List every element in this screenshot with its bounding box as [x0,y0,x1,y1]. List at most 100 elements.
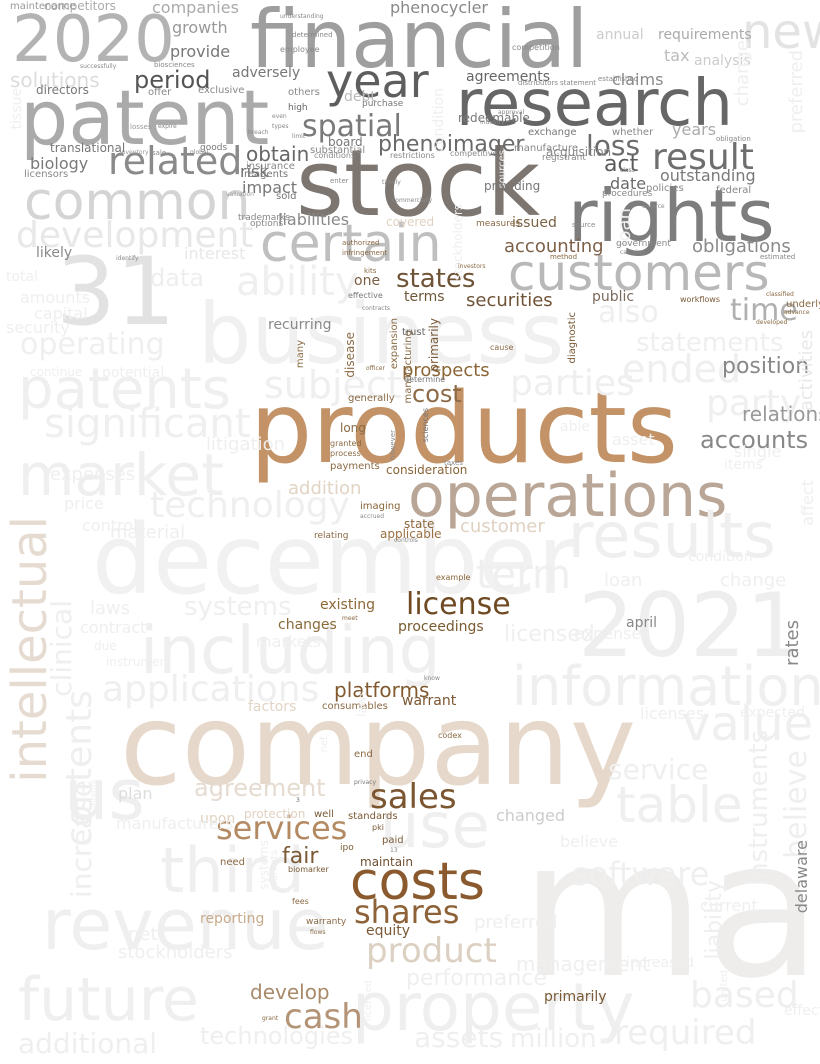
word-analysis: analysis [694,53,751,69]
word-31: 31 [56,238,176,347]
word-value: value [682,696,814,752]
word-including: including [140,612,441,689]
word-property: property [352,969,635,1046]
word-affect: continue [30,365,83,379]
word-service: service [608,753,709,786]
word-business: business [198,285,565,383]
word-software: software [572,855,710,893]
word-plan: maintenance [10,1,76,12]
word-proprietary: licenses [640,704,705,723]
word-impact: impact [242,178,298,197]
word-fees: fees [292,897,309,906]
word-officer: however [389,430,397,461]
word-upon: upon [200,811,236,827]
word-measures: net [319,736,330,753]
word-granted: granted [330,439,362,448]
word-directors: directors [36,83,89,97]
word-interest: interest [184,244,246,263]
word-credit: able [560,419,590,435]
word-prospects: prospects [402,360,490,381]
word-whether: whether [612,127,654,138]
word-workflows: 13 [390,847,398,854]
word-grant: effective [348,291,383,300]
word-single: capital [34,304,88,323]
word-companies: companies [152,0,239,17]
word-phenocycler: phenocycler [390,0,488,17]
word-result: result [652,137,754,178]
word-many: united [719,970,730,1002]
word-patents: patents [18,357,231,422]
word-accrued: trademarks [238,213,290,223]
word-technologies: technologies [200,1022,353,1050]
word-cause: determine [404,375,446,384]
word-proceedings: proceedings [398,619,484,635]
word-adversely: adversely [232,65,301,81]
word-states: states [396,264,476,294]
word-additional: additional [18,1027,158,1060]
word-customer: customer [460,516,545,537]
word-sales: sales [370,777,457,817]
word-sciences: insurance [246,161,295,172]
word-performance: performance [406,966,547,991]
word-timely: authorized [342,239,380,247]
word-trust: board [328,135,363,149]
word-privacy: sold [276,191,297,202]
word-developed: meet [342,615,358,622]
word-markets: liability [702,880,727,960]
word-exclusive: exclusive [198,85,245,96]
word-outstanding: outstanding [660,166,756,185]
word-insurance: procedures [602,189,653,199]
word-even: competitive [450,149,498,158]
word-costs: costs [350,852,485,912]
word-current: clinical [45,600,78,697]
word-continue: delaware [792,840,811,914]
word-systems: believe [560,832,619,851]
word-statements: statements [636,328,784,358]
word-established: developed [756,319,788,326]
word-rates: enforce [642,203,665,210]
word-terms: terms [404,289,445,305]
word-protection: protection [244,807,306,821]
word-cash: cash [284,997,363,1037]
word-also: also [598,295,659,330]
word-debt: debt [344,89,376,105]
word-identify: types [272,123,289,130]
word-risks: effect [784,1003,820,1019]
word-classified: flows [310,929,326,936]
word-pki: pki [372,823,384,832]
word-warrant: warrant [402,693,457,709]
word-equity: equity [366,923,411,939]
word-develop: develop [250,980,330,1004]
word-one: one [354,273,381,289]
word-non: asset [612,430,655,449]
word-need: need [220,857,245,868]
word-platform: increased [626,955,694,971]
word-make: condition [431,88,447,153]
word-use: use [380,789,490,862]
word-able: security [6,318,70,337]
word-class: underlying [786,299,820,310]
word-million: million [510,1024,597,1054]
word-research: research [456,67,733,141]
word-conditions: registrant [542,153,586,163]
word-substantial: manufacture [514,143,578,154]
word-expected: price [64,494,104,513]
word-instruments: expense [574,624,642,643]
word-industry: competition [512,43,560,52]
word-instrument: material [110,522,186,543]
word-fair: fair [282,844,319,869]
word-license: license [406,587,511,622]
word-commercially: classified [766,291,794,298]
word-authorized: privacy [354,779,377,786]
word-revenue: revenue [42,884,329,966]
word-certain: certain [260,214,442,274]
word-stockholders: preferred [786,50,807,134]
word-factors: factors [248,699,297,715]
word-platforms: platforms [334,678,430,702]
word-company: company [120,681,637,811]
word-contents-small: contents [89,780,98,815]
word-obligations: obligations [692,236,791,257]
word-advance: know [424,675,440,682]
word-reporting: reporting [200,911,265,927]
word-manufacturing: laws [355,690,369,717]
